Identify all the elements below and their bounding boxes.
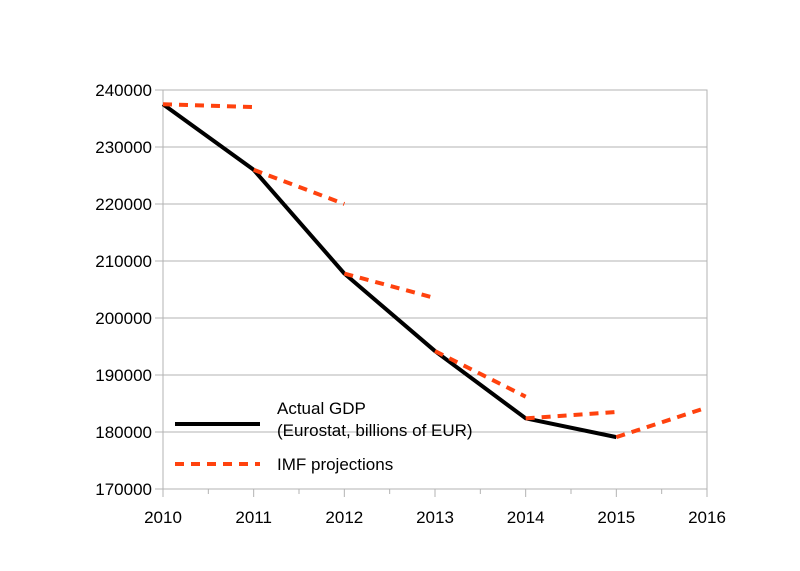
legend: Actual GDP (Eurostat, billions of EUR) I… [175,399,473,474]
ytick-label-230000: 230000 [95,138,152,157]
y-axis-tick-labels: 170000 180000 190000 200000 210000 220000 2300… [95,81,152,499]
series-imf-projection-segment-4 [525,410,617,421]
xtick-label-2012: 2012 [325,508,363,527]
ytick-label-170000: 170000 [95,480,152,499]
legend-label-actual-gdp-line2: (Eurostat, billions of EUR) [277,421,473,440]
xtick-label-2016: 2016 [688,508,726,527]
ytick-label-220000: 220000 [95,195,152,214]
ytick-label-210000: 210000 [95,252,152,271]
series-imf-projection-segment-0 [162,102,254,110]
xtick-label-2015: 2015 [597,508,635,527]
ytick-label-180000: 180000 [95,423,152,442]
series-imf-projection-segment-1 [252,167,346,206]
x-axis-tick-labels: 2010 2011 2012 2013 2014 2015 2016 [144,508,726,527]
ytick-label-190000: 190000 [95,366,152,385]
plot-area-frame [162,89,708,490]
series-imf-projection-segment-5 [615,405,708,440]
xtick-label-2011: 2011 [235,508,272,527]
series-actual-gdp-line [161,102,617,440]
xtick-label-2014: 2014 [507,508,545,527]
legend-label-imf-projections: IMF projections [277,455,393,474]
ytick-label-200000: 200000 [95,309,152,328]
xtick-label-2013: 2013 [416,508,454,527]
series [161,102,708,440]
ytick-label-240000: 240000 [95,81,152,100]
series-imf-projection-segment-3 [434,349,527,399]
xtick-label-2010: 2010 [144,508,182,527]
legend-label-actual-gdp-line1: Actual GDP [277,399,366,418]
